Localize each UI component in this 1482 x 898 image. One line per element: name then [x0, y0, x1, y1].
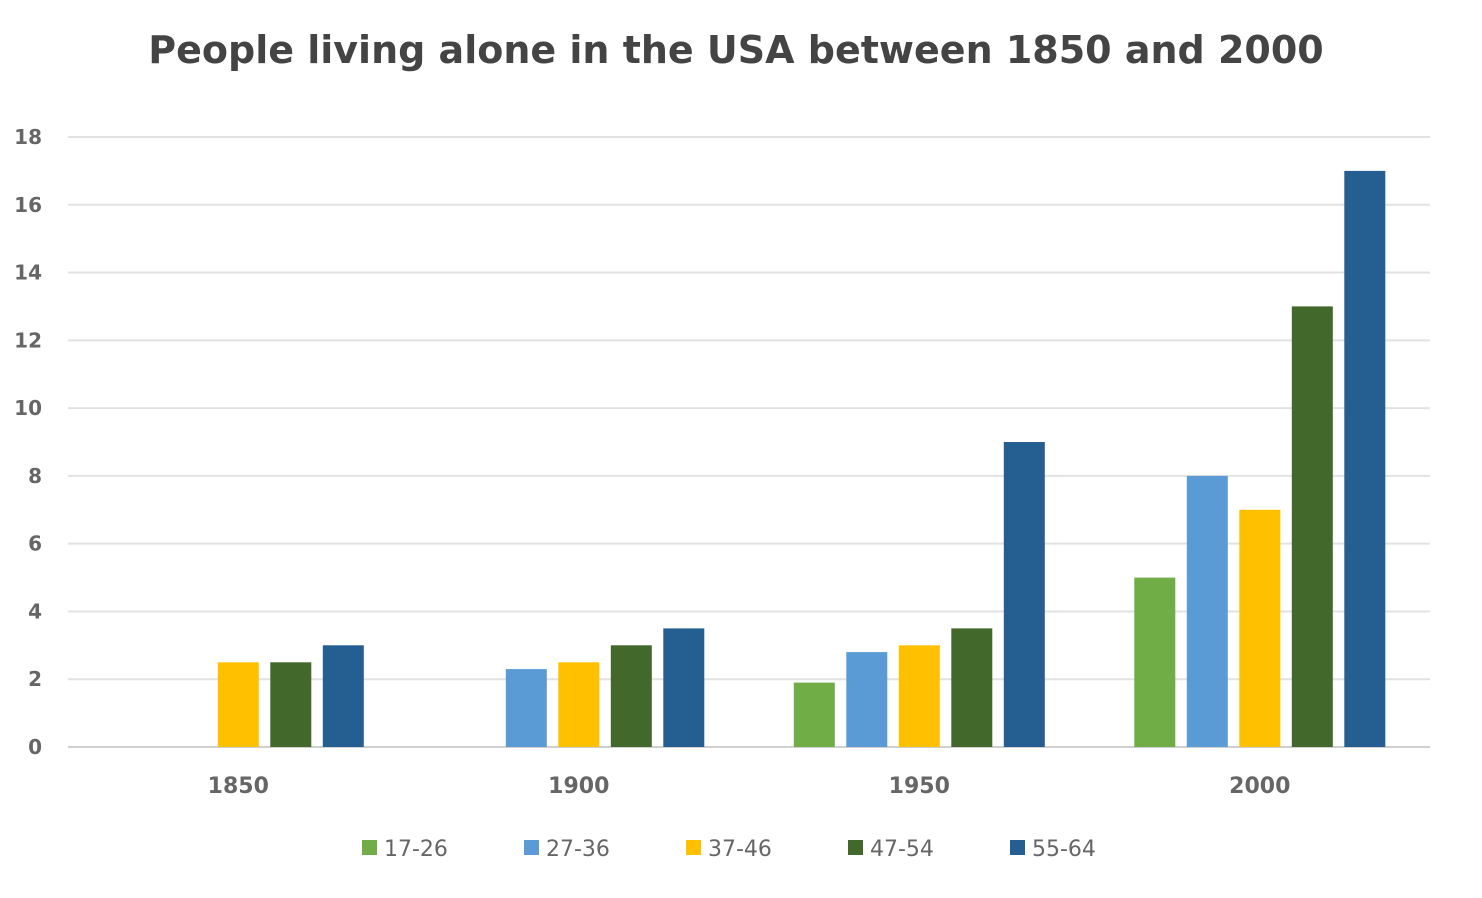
- y-tick-label: 0: [28, 735, 42, 759]
- bar-1850-37-46: [217, 662, 259, 747]
- legend-label: 27-36: [546, 837, 610, 862]
- legend-swatch-47-54: [848, 840, 863, 855]
- legend: 17-26 27-36 37-46 47-54 55-64: [362, 837, 1096, 862]
- legend-label: 47-54: [870, 837, 934, 862]
- y-tick-label: 18: [14, 125, 42, 149]
- y-tick-label: 16: [14, 193, 42, 217]
- bar-1900-27-36: [505, 669, 547, 747]
- legend-swatch-17-26: [362, 840, 377, 855]
- y-tick-label: 4: [28, 599, 42, 623]
- x-tick-label: 1850: [208, 774, 269, 799]
- bar-2000-37-46: [1239, 509, 1281, 747]
- bar-2000-27-36: [1186, 475, 1228, 747]
- bar-1950-37-46: [898, 645, 940, 747]
- bar-1900-47-54: [610, 645, 652, 747]
- legend-swatch-55-64: [1010, 840, 1025, 855]
- legend-swatch-37-46: [686, 840, 701, 855]
- legend-label: 37-46: [708, 837, 772, 862]
- bar-1900-37-46: [558, 662, 600, 747]
- bar-1950-27-36: [846, 652, 888, 747]
- bar-2000-17-26: [1134, 577, 1176, 747]
- chart-title: People living alone in the USA between 1…: [148, 28, 1323, 72]
- y-axis-ticks: 0 2 4 6 8 10 12 14 16 18: [14, 125, 42, 759]
- bar-1850-55-64: [322, 645, 364, 747]
- bar-1950-17-26: [793, 682, 835, 747]
- bar-1950-47-54: [951, 628, 993, 747]
- x-tick-label: 2000: [1229, 774, 1290, 799]
- bar-1950-55-64: [1003, 442, 1045, 747]
- y-tick-label: 8: [28, 464, 42, 488]
- bars: [217, 170, 1386, 747]
- legend-label: 55-64: [1032, 837, 1096, 862]
- y-tick-label: 2: [28, 667, 42, 691]
- bar-1900-55-64: [663, 628, 705, 747]
- bar-2000-47-54: [1291, 306, 1333, 747]
- y-tick-label: 10: [14, 396, 42, 420]
- x-axis-ticks: 1850 1900 1950 2000: [208, 774, 1291, 799]
- y-tick-label: 6: [28, 532, 42, 556]
- legend-label: 17-26: [384, 837, 448, 862]
- x-tick-label: 1900: [548, 774, 609, 799]
- bar-1850-47-54: [270, 662, 312, 747]
- y-tick-label: 14: [14, 261, 42, 285]
- y-tick-label: 12: [14, 328, 42, 352]
- bar-2000-55-64: [1344, 170, 1386, 747]
- legend-swatch-27-36: [524, 840, 539, 855]
- x-tick-label: 1950: [889, 774, 950, 799]
